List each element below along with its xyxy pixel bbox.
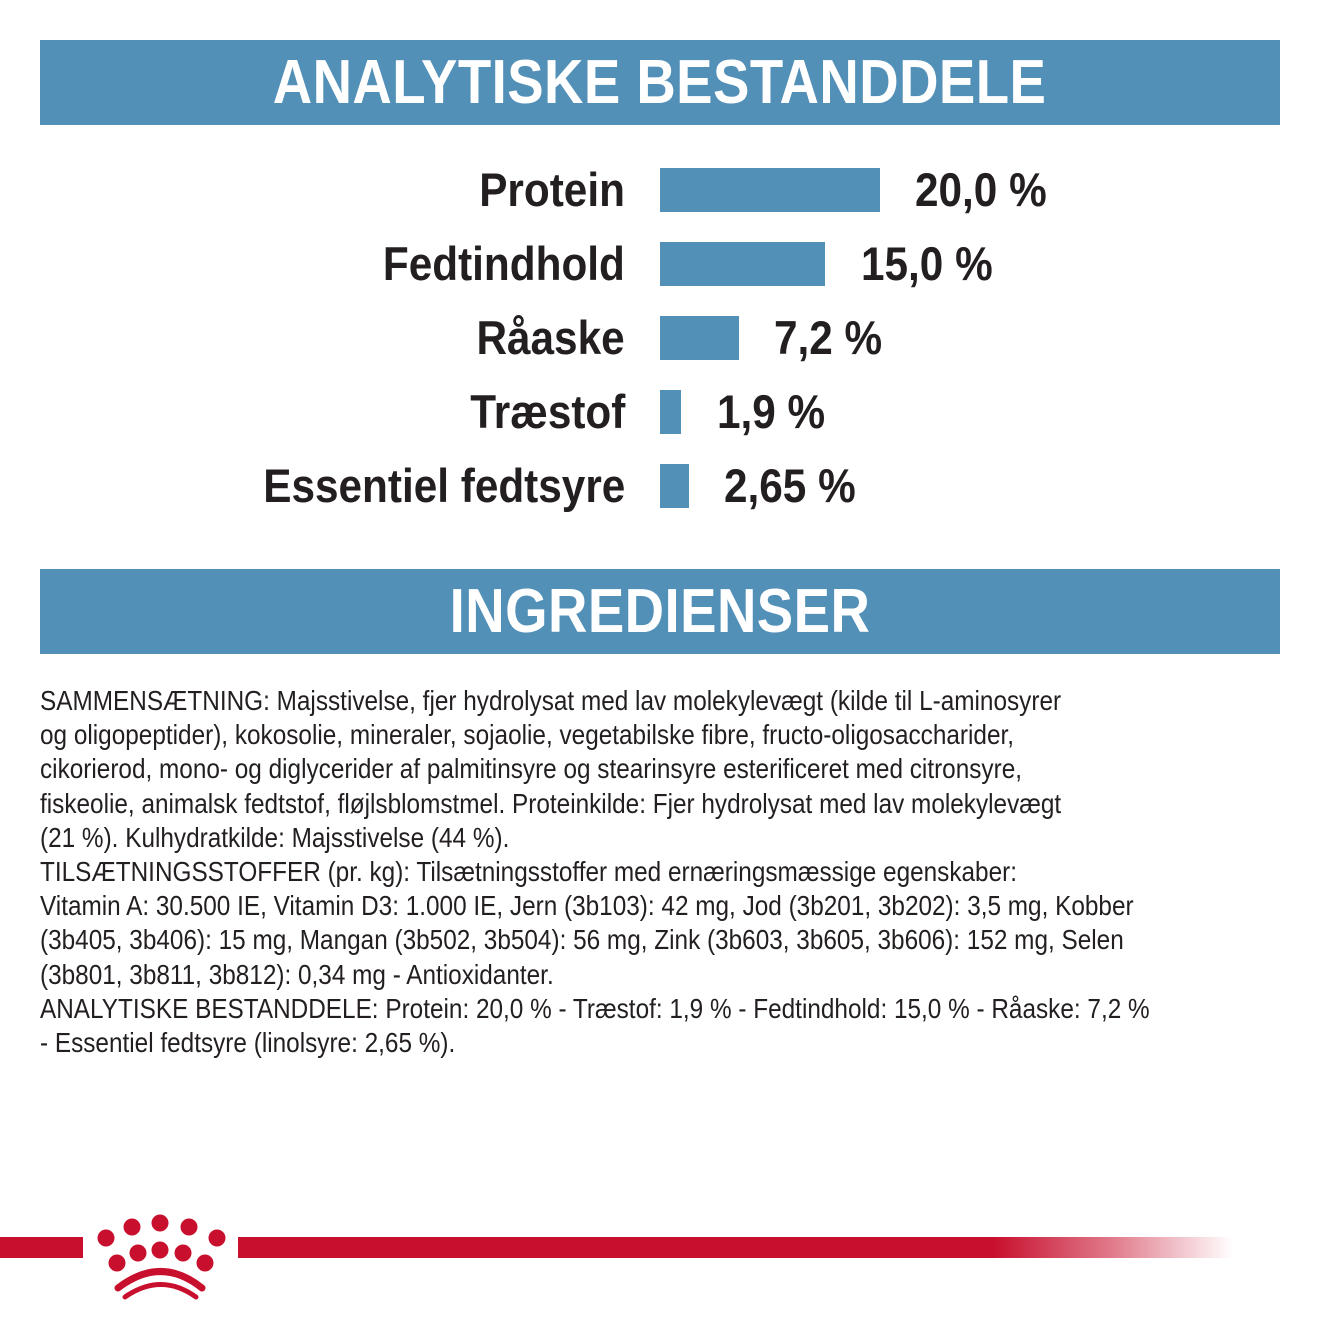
analytical-constituents-title: ANALYTISKE BESTANDDELE <box>273 47 1047 117</box>
bar <box>660 168 880 212</box>
row-label: Træstof <box>469 385 625 438</box>
text-line: fiskeolie, animalsk fedtstof, fløjlsblom… <box>40 787 1062 819</box>
row-value: 15,0 % <box>861 237 993 290</box>
row-label: Råaske <box>476 311 625 364</box>
row-value: 7,2 % <box>774 311 883 364</box>
row-label: Essentiel fedtsyre <box>262 459 625 512</box>
row-value: 2,65 % <box>724 459 856 512</box>
text-line: Vitamin A: 30.500 IE, Vitamin D3: 1.000 … <box>40 890 1134 922</box>
row-value: 1,9 % <box>717 385 826 438</box>
crown-icon <box>97 1214 226 1300</box>
text-line: (3b405, 3b406): 15 mg, Mangan (3b502, 3b… <box>40 924 1124 956</box>
chart-row-raaske: Råaske 7,2 % <box>0 313 1320 363</box>
chart-row-protein: Protein 20,0 % <box>0 165 1320 215</box>
text-line: SAMMENSÆTNING: Majsstivelse, fjer hydrol… <box>40 685 1062 716</box>
bar <box>660 316 739 360</box>
text-line: (3b801, 3b811, 3b812): 0,34 mg - Antioxi… <box>40 958 554 990</box>
footer-red-line-left <box>0 1237 83 1258</box>
text-line: TILSÆTNINGSSTOFFER (pr. kg): Tilsætnings… <box>40 856 1017 888</box>
text-line: (21 %). Kulhydratkilde: Majsstivelse (44… <box>40 821 510 853</box>
text-line: og oligopeptider), kokosolie, mineraler,… <box>40 719 1015 751</box>
text-line: cikorierod, mono- og diglycerider af pal… <box>40 753 1023 785</box>
bar <box>660 390 681 434</box>
row-label: Fedtindhold <box>383 237 625 290</box>
chart-row-traestof: Træstof 1,9 % <box>0 387 1320 437</box>
row-value: 20,0 % <box>915 163 1047 216</box>
bar <box>660 242 825 286</box>
analytical-constituents-banner: ANALYTISKE BESTANDDELE <box>40 40 1280 125</box>
chart-row-essentiel-fedtsyre: Essentiel fedtsyre 2,65 % <box>0 461 1320 511</box>
footer-red-line-right <box>238 1237 1233 1258</box>
ingredients-banner: INGREDIENSER <box>40 569 1280 654</box>
bar <box>660 464 689 508</box>
text-line: ANALYTISKE BESTANDDELE: Protein: 20,0 % … <box>40 992 1150 1024</box>
ingredients-title: INGREDIENSER <box>449 576 871 646</box>
chart-row-fedtindhold: Fedtindhold 15,0 % <box>0 239 1320 289</box>
row-label: Protein <box>479 163 625 216</box>
ingredients-text: SAMMENSÆTNING: Majsstivelse, fjer hydrol… <box>40 684 1155 1060</box>
text-line: - Essentiel fedtsyre (linolsyre: 2,65 %)… <box>40 1027 456 1059</box>
